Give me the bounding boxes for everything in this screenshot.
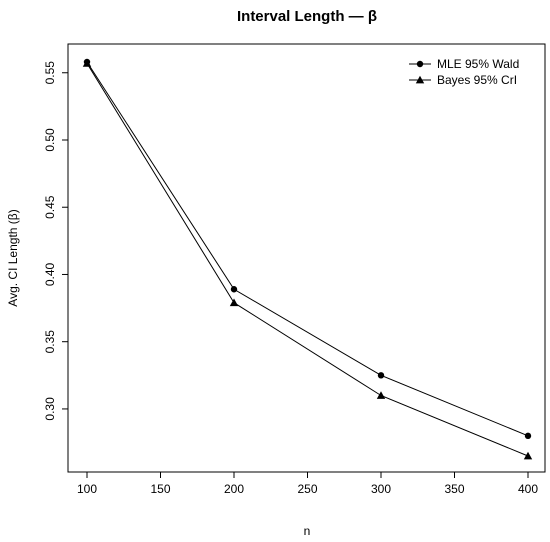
x-axis: 100 150 200 250 300 350 400 <box>77 472 538 496</box>
x-tick-label: 250 <box>297 482 317 496</box>
x-tick-label: 200 <box>224 482 244 496</box>
y-axis: 0.30 0.35 0.40 0.45 0.50 0.55 <box>43 61 68 421</box>
data-point <box>376 391 386 399</box>
series-1 <box>83 58 532 440</box>
y-tick-label: 0.30 <box>43 397 57 421</box>
legend-marker <box>415 75 425 84</box>
legend-marker <box>416 60 424 68</box>
series-2 <box>82 59 533 460</box>
legend: MLE 95% Wald Bayes 95% CrI <box>400 52 540 95</box>
x-tick-label: 100 <box>77 482 97 496</box>
series-layer <box>82 58 533 460</box>
y-tick-label: 0.40 <box>43 262 57 286</box>
series-line <box>86 63 529 457</box>
y-axis-label: Avg. CI Length (β) <box>6 209 20 306</box>
y-tick-label: 0.35 <box>43 330 57 354</box>
plot-frame <box>67 43 546 473</box>
y-tick-label: 0.55 <box>43 61 57 85</box>
data-point <box>377 372 385 379</box>
series-line <box>86 61 529 437</box>
legend-label: Bayes 95% CrI <box>437 73 517 87</box>
chart-title: Interval Length — β <box>237 8 377 25</box>
legend-label: MLE 95% Wald <box>437 57 519 71</box>
x-axis-label: n <box>304 524 311 538</box>
data-point <box>523 451 533 460</box>
y-tick-label: 0.50 <box>43 128 57 152</box>
data-point <box>229 298 239 307</box>
legend-box <box>400 52 540 95</box>
data-point <box>82 59 92 67</box>
x-tick-label: 350 <box>444 482 464 496</box>
x-tick-label: 150 <box>150 482 170 496</box>
data-point <box>524 432 532 440</box>
data-point <box>230 286 238 293</box>
y-tick-label: 0.45 <box>43 195 57 219</box>
x-tick-label: 400 <box>518 482 538 496</box>
x-tick-label: 300 <box>371 482 391 496</box>
